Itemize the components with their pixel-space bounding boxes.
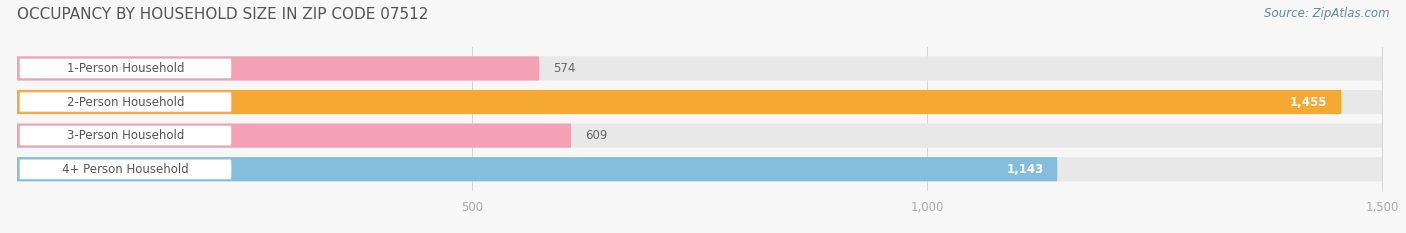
FancyBboxPatch shape — [17, 157, 1057, 181]
FancyBboxPatch shape — [17, 90, 1341, 114]
FancyBboxPatch shape — [17, 56, 1382, 81]
FancyBboxPatch shape — [17, 123, 1382, 148]
FancyBboxPatch shape — [17, 157, 1382, 181]
FancyBboxPatch shape — [20, 92, 231, 112]
Text: Source: ZipAtlas.com: Source: ZipAtlas.com — [1264, 7, 1389, 20]
FancyBboxPatch shape — [17, 123, 571, 148]
FancyBboxPatch shape — [17, 56, 540, 81]
FancyBboxPatch shape — [20, 58, 231, 78]
Text: OCCUPANCY BY HOUSEHOLD SIZE IN ZIP CODE 07512: OCCUPANCY BY HOUSEHOLD SIZE IN ZIP CODE … — [17, 7, 429, 22]
FancyBboxPatch shape — [17, 90, 1382, 114]
FancyBboxPatch shape — [20, 159, 231, 179]
FancyBboxPatch shape — [20, 126, 231, 146]
Text: 4+ Person Household: 4+ Person Household — [62, 163, 188, 176]
Text: 609: 609 — [585, 129, 607, 142]
Text: 1-Person Household: 1-Person Household — [66, 62, 184, 75]
Text: 3-Person Household: 3-Person Household — [66, 129, 184, 142]
Text: 1,143: 1,143 — [1007, 163, 1043, 176]
Text: 1,455: 1,455 — [1291, 96, 1327, 109]
Text: 574: 574 — [553, 62, 575, 75]
Text: 2-Person Household: 2-Person Household — [66, 96, 184, 109]
